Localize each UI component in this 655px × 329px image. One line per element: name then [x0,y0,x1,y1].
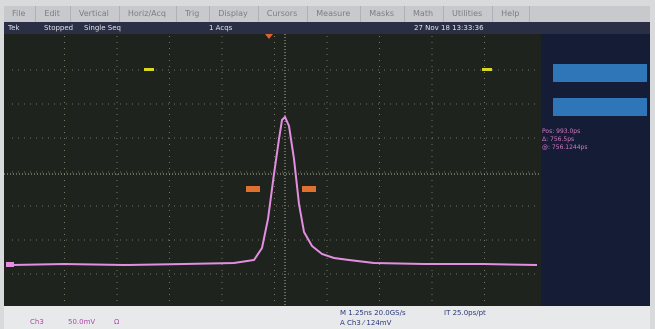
menu-item[interactable]: File [4,6,36,22]
date-time: 27 Nov 18 13:33:36 [414,24,484,32]
right-panel: Pos: 993.0ps Δ: 756.5ps @: 756.1244ps [541,34,650,306]
channel-marker [6,262,14,267]
menu-item[interactable]: Trig [177,6,210,22]
impedance: Ω [114,318,119,326]
brand: Tek [8,24,19,32]
measure-gate [302,186,316,192]
status-bar: Tek Stopped Single Seq 1 Acqs 27 Nov 18 … [4,22,650,34]
menu-item[interactable]: Math [405,6,444,22]
channel-scale: 50.0mV [68,318,95,326]
measure-gate [246,186,260,192]
readout: @: 756.1244ps [542,144,588,151]
bottom-bar: Ch3 50.0mV Ω M 1.25ns 20.0GS/s IT 25.0ps… [4,306,650,329]
menu-item[interactable]: Display [210,6,259,22]
scope-screen: FileEditVerticalHoriz/AcqTrigDisplayCurs… [0,0,655,329]
panel-box [553,64,647,82]
menu-item[interactable]: Help [493,6,530,22]
waveform-display [4,34,541,306]
cursor-marker [482,68,492,71]
timebase: M 1.25ns 20.0GS/s [340,309,406,317]
menu-item[interactable]: Vertical [71,6,120,22]
acq-count: 1 Acqs [209,24,232,32]
panel-box [553,98,647,116]
menu-item[interactable]: Horiz/Acq [120,6,177,22]
menu-item[interactable]: Utilities [444,6,493,22]
acq-mode: Single Seq [84,24,121,32]
resolution: IT 25.0ps/pt [444,309,486,317]
menu-item[interactable]: Measure [308,6,361,22]
trigger: A Ch3 ⁄ 124mV [340,319,391,327]
menu-item[interactable]: Masks [361,6,405,22]
cursor-marker [144,68,154,71]
menu-item[interactable]: Edit [36,6,71,22]
channel: Ch3 [30,318,44,326]
readout: Δ: 756.5ps [542,136,574,143]
menu-item[interactable]: Cursors [259,6,308,22]
readout: Pos: 993.0ps [542,128,580,135]
acq-state: Stopped [44,24,73,32]
